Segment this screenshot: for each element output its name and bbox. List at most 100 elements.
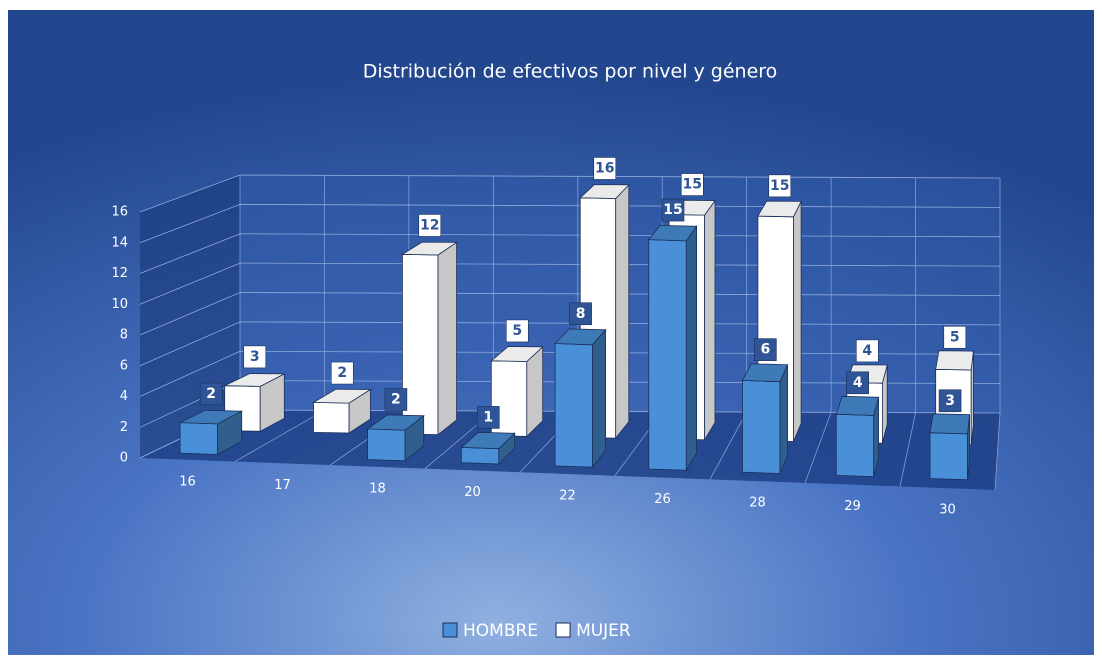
data-label: 15 bbox=[770, 178, 789, 194]
data-label: 3 bbox=[250, 349, 260, 365]
bar-side bbox=[685, 225, 697, 472]
bar-top bbox=[935, 350, 974, 371]
y-tick-label: 10 bbox=[111, 297, 128, 312]
bar-front bbox=[929, 432, 968, 481]
bar bbox=[929, 413, 971, 481]
bar-side bbox=[437, 241, 458, 436]
data-label-box bbox=[768, 174, 792, 198]
bar bbox=[460, 431, 516, 465]
data-label-box bbox=[680, 173, 704, 196]
x-tick-label: 29 bbox=[844, 499, 861, 514]
data-label-box bbox=[384, 388, 408, 411]
data-label: 1 bbox=[483, 409, 493, 425]
data-label: 5 bbox=[950, 329, 960, 345]
bar-top bbox=[579, 184, 630, 199]
bar bbox=[366, 414, 425, 462]
x-tick-label: 22 bbox=[559, 489, 576, 504]
bar-side bbox=[615, 183, 630, 440]
grid-line bbox=[139, 350, 1001, 397]
floor-divider bbox=[899, 412, 916, 487]
bar bbox=[312, 388, 372, 434]
bar-top bbox=[554, 328, 607, 346]
data-label: 2 bbox=[206, 386, 216, 402]
data-label: 8 bbox=[576, 306, 586, 322]
grid-line bbox=[139, 203, 1001, 244]
bar-front bbox=[742, 379, 781, 474]
chart-title: Distribución de efectivos por nivel y gé… bbox=[363, 61, 778, 83]
data-label: 16 bbox=[595, 160, 614, 176]
grid-line bbox=[139, 292, 1001, 336]
bar-top bbox=[757, 200, 802, 218]
bar-side bbox=[592, 328, 606, 469]
x-tick-label: 17 bbox=[274, 478, 291, 493]
data-label: 12 bbox=[420, 217, 439, 233]
x-tick-label: 30 bbox=[939, 503, 956, 518]
floor-divider bbox=[804, 412, 832, 484]
bar-front bbox=[179, 422, 219, 455]
data-label: 4 bbox=[862, 343, 872, 359]
x-tick-label: 26 bbox=[654, 492, 671, 507]
x-tick-label: 18 bbox=[369, 481, 386, 496]
data-label-box bbox=[661, 198, 685, 222]
data-label-box bbox=[418, 214, 442, 237]
legend-label: HOMBRE bbox=[463, 621, 538, 641]
bar-top bbox=[366, 414, 425, 431]
bar bbox=[490, 345, 544, 438]
grid-line bbox=[139, 262, 1001, 305]
x-tick-label: 16 bbox=[179, 474, 196, 489]
data-label-box bbox=[593, 157, 617, 180]
grid-line bbox=[139, 321, 1001, 367]
data-label: 6 bbox=[760, 342, 770, 358]
bar-front bbox=[554, 343, 593, 468]
bar-front bbox=[401, 253, 439, 436]
data-label-box bbox=[243, 345, 267, 369]
bar bbox=[647, 224, 698, 472]
bar-side bbox=[526, 345, 544, 438]
data-label-box bbox=[754, 338, 777, 361]
y-tick-label: 8 bbox=[120, 328, 128, 343]
bar-top bbox=[490, 346, 544, 362]
data-label: 3 bbox=[945, 393, 955, 409]
data-label: 2 bbox=[391, 391, 401, 407]
legend: HOMBRE MUJER bbox=[442, 621, 631, 641]
bar-top bbox=[647, 224, 698, 242]
bar-front bbox=[313, 401, 350, 434]
bar-side bbox=[704, 199, 716, 442]
data-label-box bbox=[199, 382, 223, 406]
data-label: 5 bbox=[512, 323, 522, 339]
data-label-box bbox=[943, 325, 967, 349]
data-label-box bbox=[505, 319, 529, 343]
bar bbox=[741, 363, 789, 474]
bar-side bbox=[779, 364, 788, 474]
x-tick-label: 20 bbox=[464, 485, 481, 500]
y-tick-label: 12 bbox=[111, 266, 128, 281]
floor-divider bbox=[234, 409, 325, 462]
bar-top bbox=[835, 395, 880, 416]
data-label-box bbox=[938, 389, 962, 413]
data-label: 15 bbox=[683, 177, 702, 193]
legend-swatch bbox=[555, 622, 571, 638]
bar bbox=[835, 395, 880, 478]
data-label-box bbox=[569, 302, 592, 326]
bar-top bbox=[179, 409, 244, 425]
bar-top bbox=[741, 363, 789, 383]
y-tick-label: 2 bbox=[120, 420, 128, 435]
data-label-box bbox=[855, 339, 879, 363]
bar-front bbox=[367, 428, 406, 462]
bar-front bbox=[460, 446, 500, 465]
legend-label: MUJER bbox=[576, 621, 631, 641]
bar-front bbox=[835, 413, 875, 478]
bar-side bbox=[793, 201, 802, 442]
grid-line bbox=[139, 233, 1001, 274]
data-label: 2 bbox=[337, 365, 347, 381]
bar-top bbox=[312, 388, 372, 404]
y-tick-label: 14 bbox=[111, 235, 128, 250]
data-label-box bbox=[846, 371, 870, 395]
data-label: 4 bbox=[853, 375, 863, 391]
x-tick-label: 28 bbox=[749, 496, 766, 511]
bar-top bbox=[460, 431, 516, 450]
y-tick-label: 6 bbox=[120, 358, 128, 373]
legend-swatch bbox=[442, 622, 458, 638]
